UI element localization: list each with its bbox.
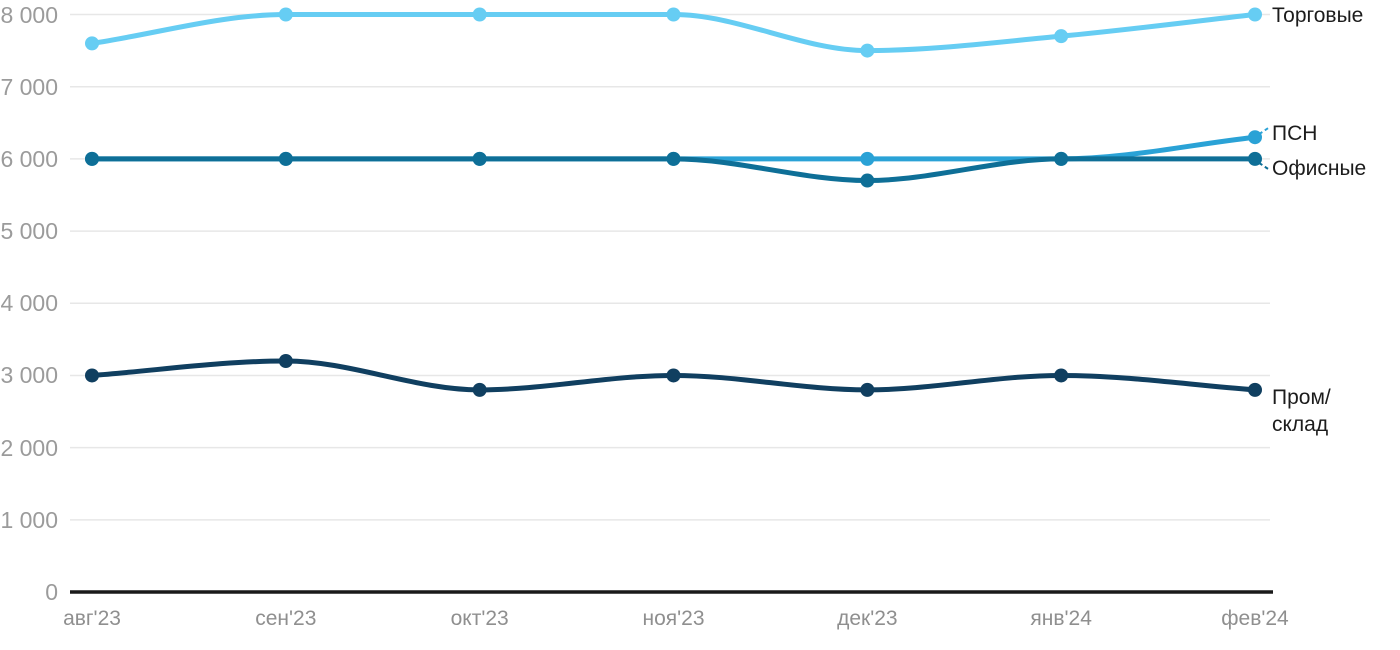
data-point-ofisnye[interactable] [278,151,293,166]
y-tick-label: 5 000 [0,218,58,245]
series-label-line: Торговые [1272,3,1364,27]
data-point-psn[interactable] [1248,130,1262,145]
x-tick-label: дек'23 [837,607,898,630]
data-point-torgovye[interactable] [1054,29,1069,44]
data-point-prom-sklad[interactable] [85,368,99,383]
data-point-torgovye[interactable] [666,7,681,22]
x-tick-label: окт'23 [450,607,509,630]
data-point-ofisnye[interactable] [472,151,487,166]
series-label-torgovye: Торговые [1272,2,1363,29]
data-point-torgovye[interactable] [860,43,875,58]
data-point-ofisnye[interactable] [860,173,875,188]
data-point-prom-sklad[interactable] [860,382,875,397]
data-point-prom-sklad[interactable] [278,354,293,368]
data-point-prom-sklad[interactable] [666,368,681,383]
data-point-prom-sklad[interactable] [472,382,487,397]
x-tick-label: авг'23 [63,607,121,630]
series-label-prom-sklad: Пром/склад [1272,384,1331,438]
y-tick-label: 7 000 [0,73,58,100]
x-tick-label: фев'24 [1221,607,1289,630]
data-point-prom-sklad[interactable] [1054,368,1069,383]
x-tick-label: сен'23 [255,607,317,630]
data-point-torgovye[interactable] [85,36,99,51]
x-tick-label: ноя'23 [642,607,705,630]
series-label-line: Пром/ [1272,386,1331,410]
y-tick-label: 8 000 [0,1,58,28]
data-point-prom-sklad[interactable] [1248,382,1262,397]
y-tick-label: 4 000 [0,290,58,317]
y-tick-label: 1 000 [0,506,58,533]
label-connector-ofisnye [1258,162,1269,170]
data-point-torgovye[interactable] [1248,7,1262,22]
data-point-torgovye[interactable] [278,7,293,22]
label-connector-psn [1258,127,1269,136]
y-tick-label: 2 000 [0,434,58,461]
data-point-ofisnye[interactable] [85,151,99,166]
data-point-ofisnye[interactable] [1248,151,1262,166]
data-point-ofisnye[interactable] [1054,151,1069,166]
data-point-ofisnye[interactable] [666,151,681,166]
series-label-line: Офисные [1272,157,1367,181]
x-tick-label: янв'24 [1030,607,1092,630]
y-tick-label: 6 000 [0,145,58,172]
data-point-psn[interactable] [860,151,875,166]
series-label-line: склад [1272,413,1329,437]
y-tick-label: 3 000 [0,362,58,389]
series-label-line: ПСН [1272,121,1318,145]
series-label-ofisnye: Офисные [1272,155,1366,182]
data-point-torgovye[interactable] [472,7,487,22]
y-tick-label: 0 [45,579,58,605]
series-label-psn: ПСН [1272,120,1317,147]
